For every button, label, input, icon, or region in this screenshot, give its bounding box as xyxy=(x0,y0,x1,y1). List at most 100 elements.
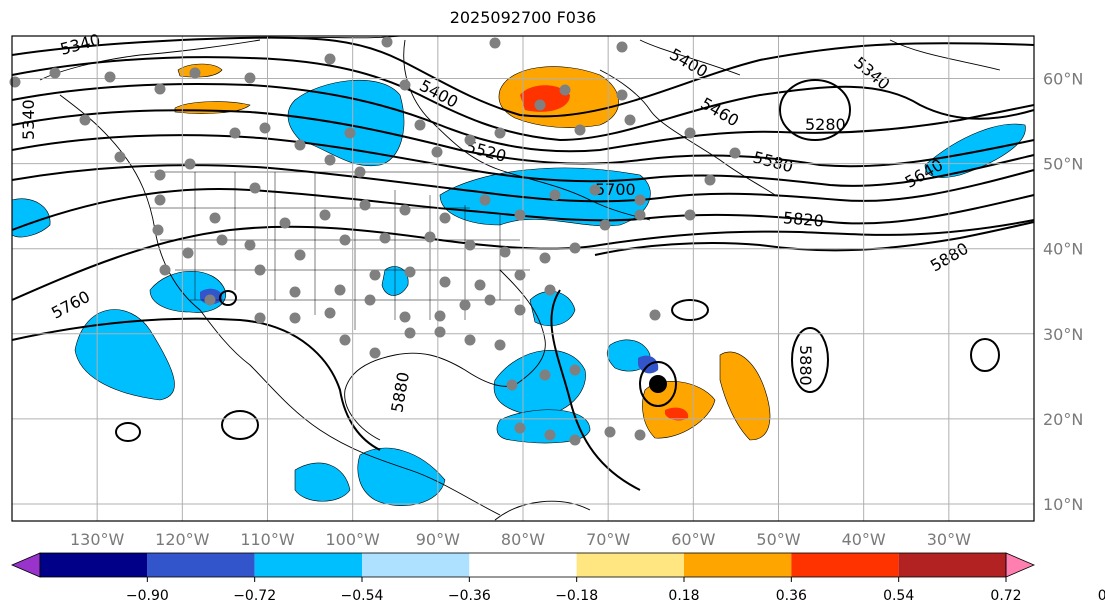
colorbar-segment xyxy=(362,553,470,577)
colorbar-segment xyxy=(684,553,792,577)
station-dot xyxy=(494,339,506,351)
station-dot xyxy=(704,174,716,186)
station-dot xyxy=(229,127,241,139)
colorbar-segment xyxy=(469,553,577,577)
station-dot xyxy=(464,134,476,146)
colorbar-outline xyxy=(39,552,1007,578)
station-dot xyxy=(254,264,266,276)
station-dot xyxy=(684,209,696,221)
station-dot xyxy=(544,429,556,441)
station-dot xyxy=(114,151,126,163)
station-dot xyxy=(204,294,216,306)
colorbar-tick-label: −0.36 xyxy=(448,588,491,604)
station-dot xyxy=(414,119,426,131)
station-dot xyxy=(514,304,526,316)
station-dot xyxy=(684,127,696,139)
colorbar-segment xyxy=(791,553,899,577)
station-dot xyxy=(479,194,491,206)
station-dot xyxy=(729,147,741,159)
station-dot xyxy=(616,41,628,53)
station-dot xyxy=(616,89,628,101)
longitude-label: 100°W xyxy=(325,530,380,549)
latitude-label: 10°N xyxy=(1043,495,1083,514)
station-dot xyxy=(249,182,261,194)
station-dot xyxy=(279,217,291,229)
station-dot xyxy=(369,347,381,359)
station-dot xyxy=(254,312,266,324)
negative-anomaly-shading xyxy=(11,79,1026,506)
colorbar-tick-label: −0.18 xyxy=(555,588,598,604)
station-dot xyxy=(104,71,116,83)
longitude-label: 40°W xyxy=(842,530,886,549)
latitude-label: 30°N xyxy=(1043,325,1083,344)
station-dot xyxy=(259,122,271,134)
station-dot xyxy=(294,249,306,261)
station-dot xyxy=(324,307,336,319)
station-dot xyxy=(159,264,171,276)
station-dot xyxy=(379,232,391,244)
colorbar-segment xyxy=(40,553,148,577)
station-dot xyxy=(506,379,518,391)
colorbar: −0.90 −0.72 −0.54 −0.36 −0.18 0.18 0.36 0.54 0.7… xyxy=(10,552,1105,604)
station-dot xyxy=(354,166,366,178)
map-border xyxy=(11,35,1035,522)
station-dot xyxy=(244,239,256,251)
station-dot xyxy=(484,294,496,306)
station-dot xyxy=(154,194,166,206)
longitude-labels: 130°W 120°W 110°W 100°W 90°W 80°W 70°W 60°W 50°W… xyxy=(70,530,971,549)
colorbar-segment xyxy=(576,553,684,577)
station-dot xyxy=(439,212,451,224)
station-dot xyxy=(344,127,356,139)
storm-center-marker xyxy=(649,375,667,393)
contour-label: 5820 xyxy=(782,208,824,230)
station-dot xyxy=(431,146,443,158)
longitude-label: 70°W xyxy=(586,530,630,549)
station-dot xyxy=(539,369,551,381)
station-dot xyxy=(604,426,616,438)
station-dot xyxy=(289,286,301,298)
colorbar-tick-label: −0.54 xyxy=(341,588,384,604)
longitude-label: 120°W xyxy=(155,530,210,549)
colorbar-segment xyxy=(898,553,1006,577)
station-dot xyxy=(294,139,306,151)
station-dot xyxy=(79,114,91,126)
station-dot xyxy=(289,312,301,324)
station-dot xyxy=(559,84,571,96)
colorbar-tick-label: 0.18 xyxy=(668,588,699,604)
station-dot xyxy=(574,124,586,136)
station-dot xyxy=(152,224,164,236)
station-dot xyxy=(434,310,446,322)
station-dot xyxy=(489,37,501,49)
station-dot xyxy=(474,279,486,291)
station-dot xyxy=(324,53,336,65)
station-dot xyxy=(514,209,526,221)
station-markers xyxy=(9,36,741,446)
station-dot xyxy=(494,127,506,139)
longitude-label: 90°W xyxy=(416,530,460,549)
strong-positive-anomaly-shading xyxy=(520,85,689,421)
latitude-label: 60°N xyxy=(1043,70,1083,89)
station-dot xyxy=(649,309,661,321)
station-dot xyxy=(189,67,201,79)
colorbar-tick-label: −0.90 xyxy=(126,588,169,604)
station-dot xyxy=(399,79,411,91)
station-dot xyxy=(244,72,256,84)
station-dot xyxy=(569,242,581,254)
longitude-label: 130°W xyxy=(70,530,125,549)
station-dot xyxy=(464,334,476,346)
station-dot xyxy=(404,327,416,339)
station-dot xyxy=(364,294,376,306)
colorbar-extend-high xyxy=(1005,552,1036,578)
station-dot xyxy=(324,154,336,166)
gridlines xyxy=(12,36,1034,521)
colorbar-tick-label: −0.72 xyxy=(233,588,276,604)
station-dot xyxy=(599,219,611,231)
contour-label: 5880 xyxy=(796,345,815,386)
station-dot xyxy=(9,76,21,88)
station-dot xyxy=(569,434,581,446)
station-dot xyxy=(154,83,166,95)
station-dot xyxy=(514,422,526,434)
colorbar-extend-low xyxy=(10,552,41,578)
longitude-label: 60°W xyxy=(671,530,715,549)
